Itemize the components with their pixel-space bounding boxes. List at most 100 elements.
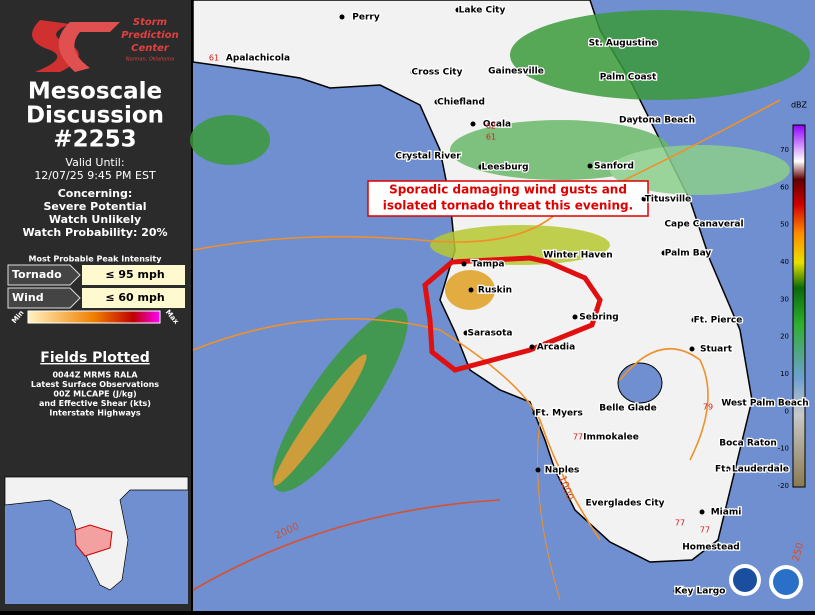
- city-label: Palm Bay: [665, 249, 712, 259]
- map: [190, 0, 815, 611]
- city-dot: [661, 250, 667, 256]
- hazard: Wind: [12, 291, 44, 304]
- temperature: 77: [675, 519, 685, 528]
- city-dot: [584, 434, 590, 440]
- city-dot: [601, 74, 607, 80]
- city-label: West Palm Beach: [721, 399, 808, 409]
- city-dot: [721, 440, 727, 446]
- city-dot: [699, 509, 705, 515]
- logo-text: Center: [131, 43, 170, 54]
- city-dot: [461, 261, 467, 267]
- city-label: Everglades City: [585, 499, 664, 509]
- city-dot: [684, 544, 690, 550]
- value-box: [82, 288, 185, 308]
- city-label: Boca Raton: [719, 439, 776, 449]
- panel-text: Severe Potential: [43, 200, 146, 213]
- city-label: Perry: [352, 13, 380, 23]
- city-dot: [410, 69, 416, 75]
- scale-tick: -10: [778, 445, 789, 453]
- scale-tick: 20: [780, 333, 789, 341]
- city-label: Apalachicola: [226, 54, 290, 64]
- city-dot: [689, 346, 695, 352]
- city-dot: [725, 466, 731, 472]
- city-dot: [434, 99, 440, 105]
- city-label: Ocala: [483, 120, 511, 130]
- city-dot: [673, 588, 679, 594]
- hazard-value: ≤ 60 mph: [105, 291, 164, 304]
- city-dot: [339, 14, 345, 20]
- temperature: 77: [573, 433, 583, 442]
- city-dot: [478, 164, 484, 170]
- city-label: Ft. Pierce: [694, 316, 743, 326]
- city-label: Ft. Myers: [535, 409, 583, 419]
- city-dot: [551, 252, 557, 258]
- city-label: Belle Glade: [599, 404, 656, 414]
- city-label: Daytona Beach: [619, 116, 695, 126]
- hazard: Tornado: [12, 268, 62, 281]
- city-label: Sarasota: [468, 329, 513, 339]
- nws-logo: [773, 569, 799, 595]
- city-dot: [470, 121, 476, 127]
- city-label: Cross City: [412, 68, 463, 78]
- inset-area: [74, 524, 113, 557]
- city-label: Key Largo: [675, 587, 726, 597]
- city-label: Cape Canaveral: [664, 220, 743, 230]
- panel-text: 12/07/25 9:45 PM EST: [34, 169, 156, 182]
- city-dot: [630, 117, 636, 123]
- city-label: Sanford: [594, 162, 634, 172]
- contour-label: 250: [791, 541, 807, 562]
- city-dot: [455, 7, 461, 13]
- city-dot: [401, 153, 407, 159]
- city-dot: [468, 287, 474, 293]
- annotation-box: [367, 180, 649, 217]
- city-dot: [231, 55, 237, 61]
- city-dot: [572, 314, 578, 320]
- city-dot: [489, 68, 495, 74]
- logo-location: Norman, Oklahoma: [126, 57, 175, 63]
- panel-text: Valid Until:: [65, 156, 124, 169]
- city-label: Tampa: [472, 260, 505, 270]
- scale-tick: -20: [778, 482, 789, 490]
- title: Discussion: [26, 103, 164, 129]
- hazard-value: ≤ 95 mph: [105, 268, 164, 281]
- field-item: Latest Surface Observations: [31, 380, 159, 389]
- city-label: Winter Haven: [543, 251, 612, 261]
- city-label: Chiefland: [437, 98, 485, 108]
- city-label: Miami: [711, 508, 742, 518]
- temperature: 61: [486, 133, 496, 142]
- city-dot: [738, 400, 744, 406]
- title: #2253: [53, 127, 136, 153]
- city-label: Leesburg: [481, 163, 528, 173]
- city-label: Lake City: [459, 6, 506, 16]
- scale-tick: 30: [780, 295, 789, 303]
- city-dot: [677, 221, 683, 227]
- field-item: 0044Z MRMS RALA: [52, 371, 138, 380]
- radar: [190, 10, 810, 492]
- city-label: St. Augustine: [589, 39, 658, 49]
- temperature: 62: [486, 122, 496, 131]
- intensity-scale: [27, 310, 161, 324]
- intensity-heading: Most Probable Peak Intensity: [29, 255, 163, 264]
- city-dot: [535, 467, 541, 473]
- md-polygon: [422, 255, 603, 373]
- fields-heading: Fields Plotted: [40, 350, 149, 366]
- scale-tick: 10: [780, 370, 789, 378]
- city-label: Ft. Lauderdale: [715, 465, 789, 475]
- city-dot: [587, 163, 593, 169]
- dbz-scale: [792, 124, 806, 488]
- city-dot: [529, 344, 535, 350]
- temperature: 61: [209, 54, 219, 63]
- city-label: Gainesville: [488, 67, 544, 77]
- city-label: Stuart: [700, 345, 733, 355]
- lake-okeechobee: [617, 362, 663, 404]
- hazard-box: [7, 287, 81, 309]
- city-label: Homestead: [682, 543, 739, 553]
- scale-tick: 50: [780, 221, 789, 229]
- city-label: Palm Coast: [600, 73, 657, 83]
- value-box: [82, 265, 185, 285]
- scale-tick: 60: [780, 183, 789, 191]
- city-label: Naples: [545, 466, 580, 476]
- panel-text: Concerning:: [58, 187, 133, 200]
- panel-text: Watch Unlikely: [49, 213, 141, 226]
